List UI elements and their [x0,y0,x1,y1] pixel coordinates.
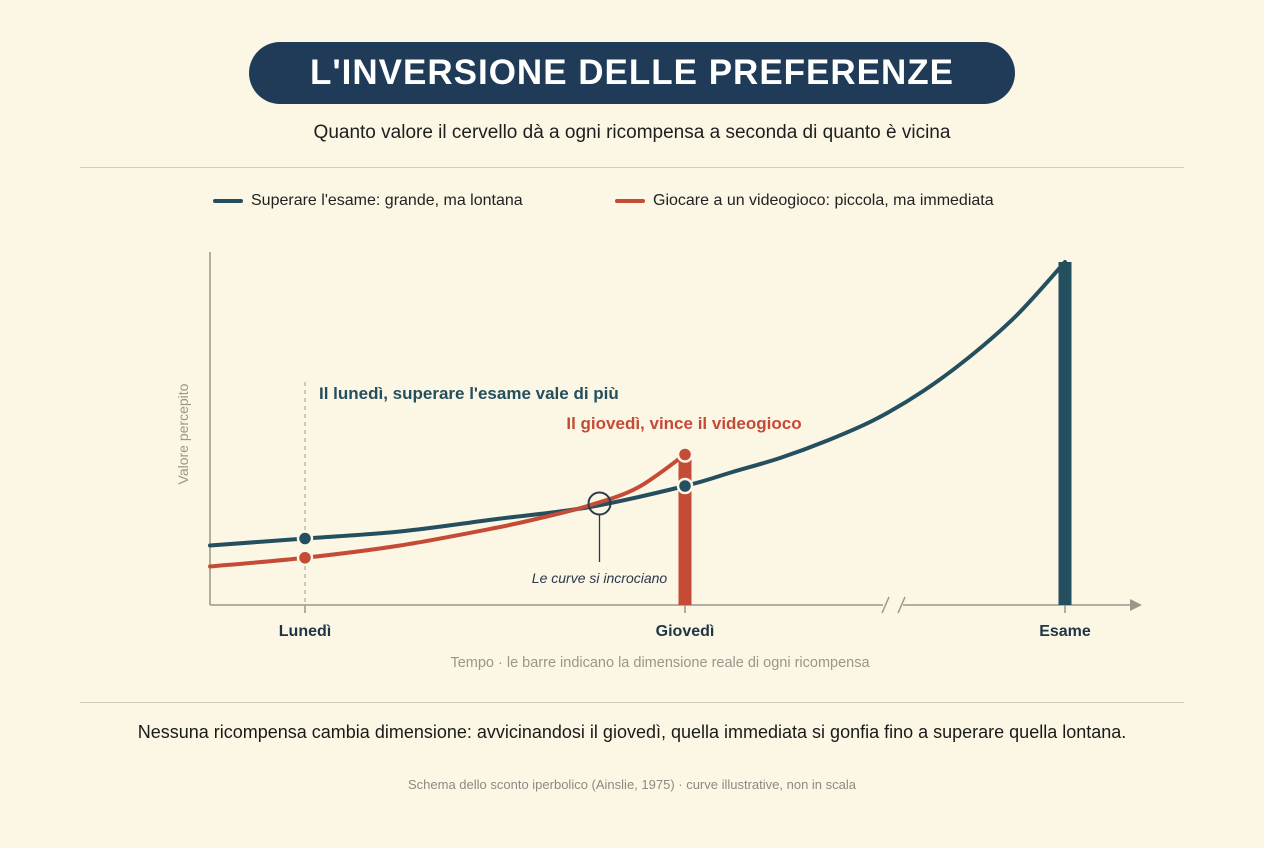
axis-break-mark [881,596,890,614]
marker-exam [296,530,314,547]
marker-game [676,446,694,463]
x-axis-arrow [1130,599,1142,611]
axis-break-mark [897,596,906,614]
takeaway-text: Nessuna ricompensa cambia dimensione: av… [137,722,1127,742]
source-note: Schema dello sconto iperbolico (Ainslie,… [408,777,856,792]
bottom-divider [80,702,1184,703]
legend-swatch-game [615,199,645,203]
subtitle: Quanto valore il cervello dà a ogni rico… [313,122,951,143]
title-banner: L'INVERSIONE DELLE PREFERENZE [249,42,1015,104]
legend-item-exam: Superare l'esame: grande, ma lontana [213,192,523,210]
legend-swatch-exam [213,199,243,203]
y-axis-label: Valore percepito [175,383,191,484]
x-axis-label: Tempo · le barre indicano la dimensione … [450,655,870,671]
x-tick-label: Giovedì [656,623,715,640]
marker-exam [676,477,694,495]
annotation-thursday: Il giovedì, vince il videogioco [566,414,801,433]
x-tick-label: Esame [1039,623,1091,640]
reward-bar-game [678,454,692,605]
x-tick-label: Lunedì [279,623,331,640]
crossover-ring [587,491,612,516]
legend-label-exam: Superare l'esame: grande, ma lontana [251,192,523,209]
curve-exam [208,260,1067,548]
curve-game [208,452,687,569]
page-title: L'INVERSIONE DELLE PREFERENZE [309,53,955,92]
legend-item-game: Giocare a un videogioco: piccola, ma imm… [615,192,994,210]
annotation-monday: Il lunedì, superare l'esame vale di più [319,384,619,403]
legend-label-game: Giocare a un videogioco: piccola, ma imm… [653,192,994,209]
crossover-label: Le curve si incrociano [532,570,668,586]
marker-game [296,549,314,566]
top-divider [80,167,1184,168]
reward-bar-exam [1058,262,1072,605]
